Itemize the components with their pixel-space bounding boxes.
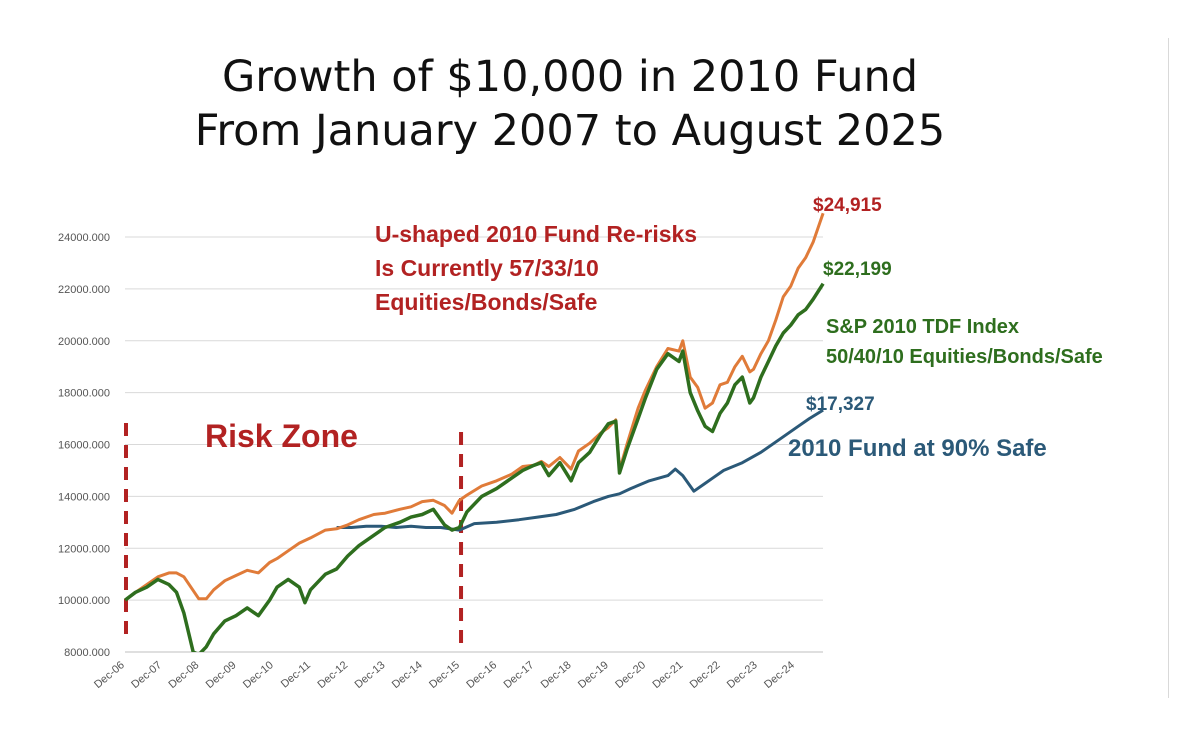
y-tick-label: 8000.000	[64, 647, 110, 659]
x-tick-label: Dec-18	[539, 659, 574, 691]
end-value-fund: $24,915	[813, 195, 882, 216]
x-tick-label: Dec-06	[92, 659, 127, 691]
safe-annotation-label: 2010 Fund at 90% Safe	[788, 435, 1047, 462]
x-tick-label: Dec-19	[576, 659, 611, 691]
y-tick-label: 18000.000	[58, 388, 110, 400]
index-annotation-line: 50/40/10 Equities/Bonds/Safe	[826, 346, 1103, 368]
end-value-index: $22,199	[823, 259, 892, 280]
x-tick-label: Dec-20	[613, 659, 648, 691]
x-tick-label: Dec-07	[129, 659, 164, 691]
x-tick-label: Dec-09	[204, 659, 239, 691]
x-tick-label: Dec-22	[688, 659, 723, 691]
rerisk-annotation-line: Equities/Bonds/Safe	[375, 289, 597, 315]
y-tick-label: 12000.000	[58, 543, 110, 555]
y-axis-ticks: 8000.000 10000.000 12000.000 14000.000 16000…	[58, 232, 110, 659]
annotations: U-shaped 2010 Fund Re-risks Is Currently …	[205, 195, 1103, 462]
x-tick-label: Dec-13	[353, 659, 388, 691]
y-tick-label: 10000.000	[58, 595, 110, 607]
y-tick-label: 16000.000	[58, 440, 110, 452]
risk-zone-label: Risk Zone	[205, 418, 358, 454]
slide-edge-divider	[1168, 38, 1169, 698]
x-tick-label: Dec-24	[762, 659, 797, 691]
x-tick-label: Dec-10	[241, 659, 276, 691]
y-tick-label: 22000.000	[58, 284, 110, 296]
x-tick-label: Dec-12	[315, 659, 350, 691]
x-tick-label: Dec-11	[279, 659, 313, 690]
series-lines	[124, 212, 825, 652]
title-line-2: From January 2007 to August 2025	[194, 106, 946, 156]
end-value-safe: $17,327	[806, 394, 875, 415]
series-line-safe	[336, 408, 824, 532]
index-annotation-line: S&P 2010 TDF Index	[826, 316, 1019, 338]
x-tick-label: Dec-16	[464, 659, 499, 691]
risk-zone-markers	[124, 423, 464, 650]
gridlines	[125, 236, 823, 653]
x-tick-label: Dec-15	[427, 659, 462, 691]
x-tick-label: Dec-14	[390, 659, 425, 691]
x-tick-label: Dec-08	[166, 659, 201, 691]
series-line-index	[124, 282, 825, 652]
y-tick-label: 20000.000	[58, 336, 110, 348]
series-line-fund	[124, 212, 825, 602]
x-axis-ticks: Dec-06 Dec-07 Dec-08 Dec-09 Dec-10 Dec-11 Dec-…	[92, 659, 797, 691]
y-tick-label: 14000.000	[58, 491, 110, 503]
y-tick-label: 24000.000	[58, 232, 110, 244]
x-tick-label: Dec-23	[725, 659, 760, 691]
rerisk-annotation-line: U-shaped 2010 Fund Re-risks	[375, 221, 697, 247]
x-tick-label: Dec-21	[650, 659, 685, 691]
x-tick-label: Dec-17	[502, 659, 537, 691]
title-line-1: Growth of $10,000 in 2010 Fund	[221, 52, 919, 102]
rerisk-annotation-line: Is Currently 57/33/10	[375, 255, 599, 281]
chart-title: Growth of $10,000 in 2010 Fund From Janu…	[110, 50, 1030, 158]
